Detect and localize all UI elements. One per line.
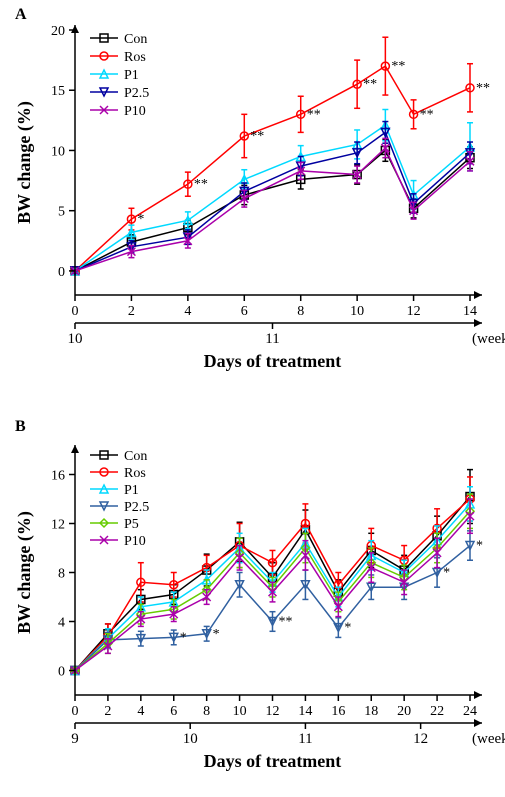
svg-text:6: 6 (170, 704, 177, 719)
legend-con: Con (124, 32, 147, 47)
svg-text:10: 10 (183, 731, 198, 747)
svg-text:8: 8 (297, 304, 304, 319)
svg-text:10: 10 (51, 144, 65, 159)
svg-text:12: 12 (266, 704, 280, 719)
legend-p2.5: P2.5 (124, 86, 149, 101)
svg-text:20: 20 (397, 704, 411, 719)
svg-text:2: 2 (128, 304, 135, 319)
svg-text:10: 10 (350, 304, 364, 319)
svg-text:6: 6 (241, 304, 248, 319)
sig-annot: ** (363, 77, 377, 92)
legend-p1: P1 (124, 68, 139, 83)
sig-annot: * (137, 212, 144, 227)
legend-p10: P10 (124, 104, 146, 119)
svg-text:12: 12 (413, 731, 428, 747)
chart-a: ***************05101520024681012141011(w… (0, 0, 505, 398)
svg-text:12: 12 (51, 518, 65, 533)
svg-text:2: 2 (104, 704, 111, 719)
y-axis-label: BW change (%) (14, 101, 35, 224)
legend-p2.5: P2.5 (124, 500, 149, 515)
legend-ros: Ros (124, 466, 146, 481)
chart-b: *******048121602468101214161820222491011… (0, 415, 505, 797)
svg-text:0: 0 (58, 265, 65, 280)
svg-text:4: 4 (184, 304, 191, 319)
sig-annot: ** (307, 107, 321, 122)
sig-annot: ** (194, 177, 208, 192)
svg-text:11: 11 (265, 331, 279, 347)
svg-text:24: 24 (463, 704, 477, 719)
svg-text:5: 5 (58, 205, 65, 220)
svg-text:16: 16 (331, 704, 345, 719)
svg-text:12: 12 (407, 304, 421, 319)
sig-annot: ** (391, 59, 405, 74)
sig-annot: ** (250, 129, 264, 144)
svg-text:15: 15 (51, 84, 65, 99)
svg-text:11: 11 (298, 731, 312, 747)
legend-p1: P1 (124, 483, 139, 498)
sig-annot: * (476, 539, 483, 554)
legend-ros: Ros (124, 50, 146, 65)
legend-p10: P10 (124, 534, 146, 549)
sig-annot: * (443, 566, 450, 581)
svg-text:14: 14 (463, 304, 477, 319)
sig-annot: ** (476, 81, 490, 96)
svg-text:4: 4 (137, 704, 144, 719)
svg-text:0: 0 (72, 704, 79, 719)
svg-text:(week): (week) (472, 731, 505, 747)
legend-p5: P5 (124, 517, 139, 532)
svg-text:8: 8 (203, 704, 210, 719)
svg-text:(week): (week) (472, 331, 505, 347)
sig-annot: * (180, 630, 187, 645)
x-axis-label: Days of treatment (204, 751, 342, 771)
svg-text:10: 10 (68, 331, 83, 347)
svg-text:0: 0 (72, 304, 79, 319)
svg-text:9: 9 (71, 731, 79, 747)
svg-text:8: 8 (58, 567, 65, 582)
sig-annot: * (344, 621, 351, 636)
legend-con: Con (124, 449, 147, 464)
sig-annot: ** (279, 615, 293, 630)
svg-text:4: 4 (58, 616, 65, 631)
svg-text:18: 18 (364, 704, 378, 719)
svg-text:14: 14 (298, 704, 312, 719)
sig-annot: * (213, 627, 220, 642)
sig-annot: ** (420, 107, 434, 122)
svg-text:0: 0 (58, 665, 65, 680)
svg-text:20: 20 (51, 24, 65, 39)
svg-text:10: 10 (233, 704, 247, 719)
y-axis-label: BW change (%) (14, 511, 35, 634)
svg-text:22: 22 (430, 704, 444, 719)
svg-text:16: 16 (51, 469, 65, 484)
x-axis-label: Days of treatment (204, 351, 342, 371)
